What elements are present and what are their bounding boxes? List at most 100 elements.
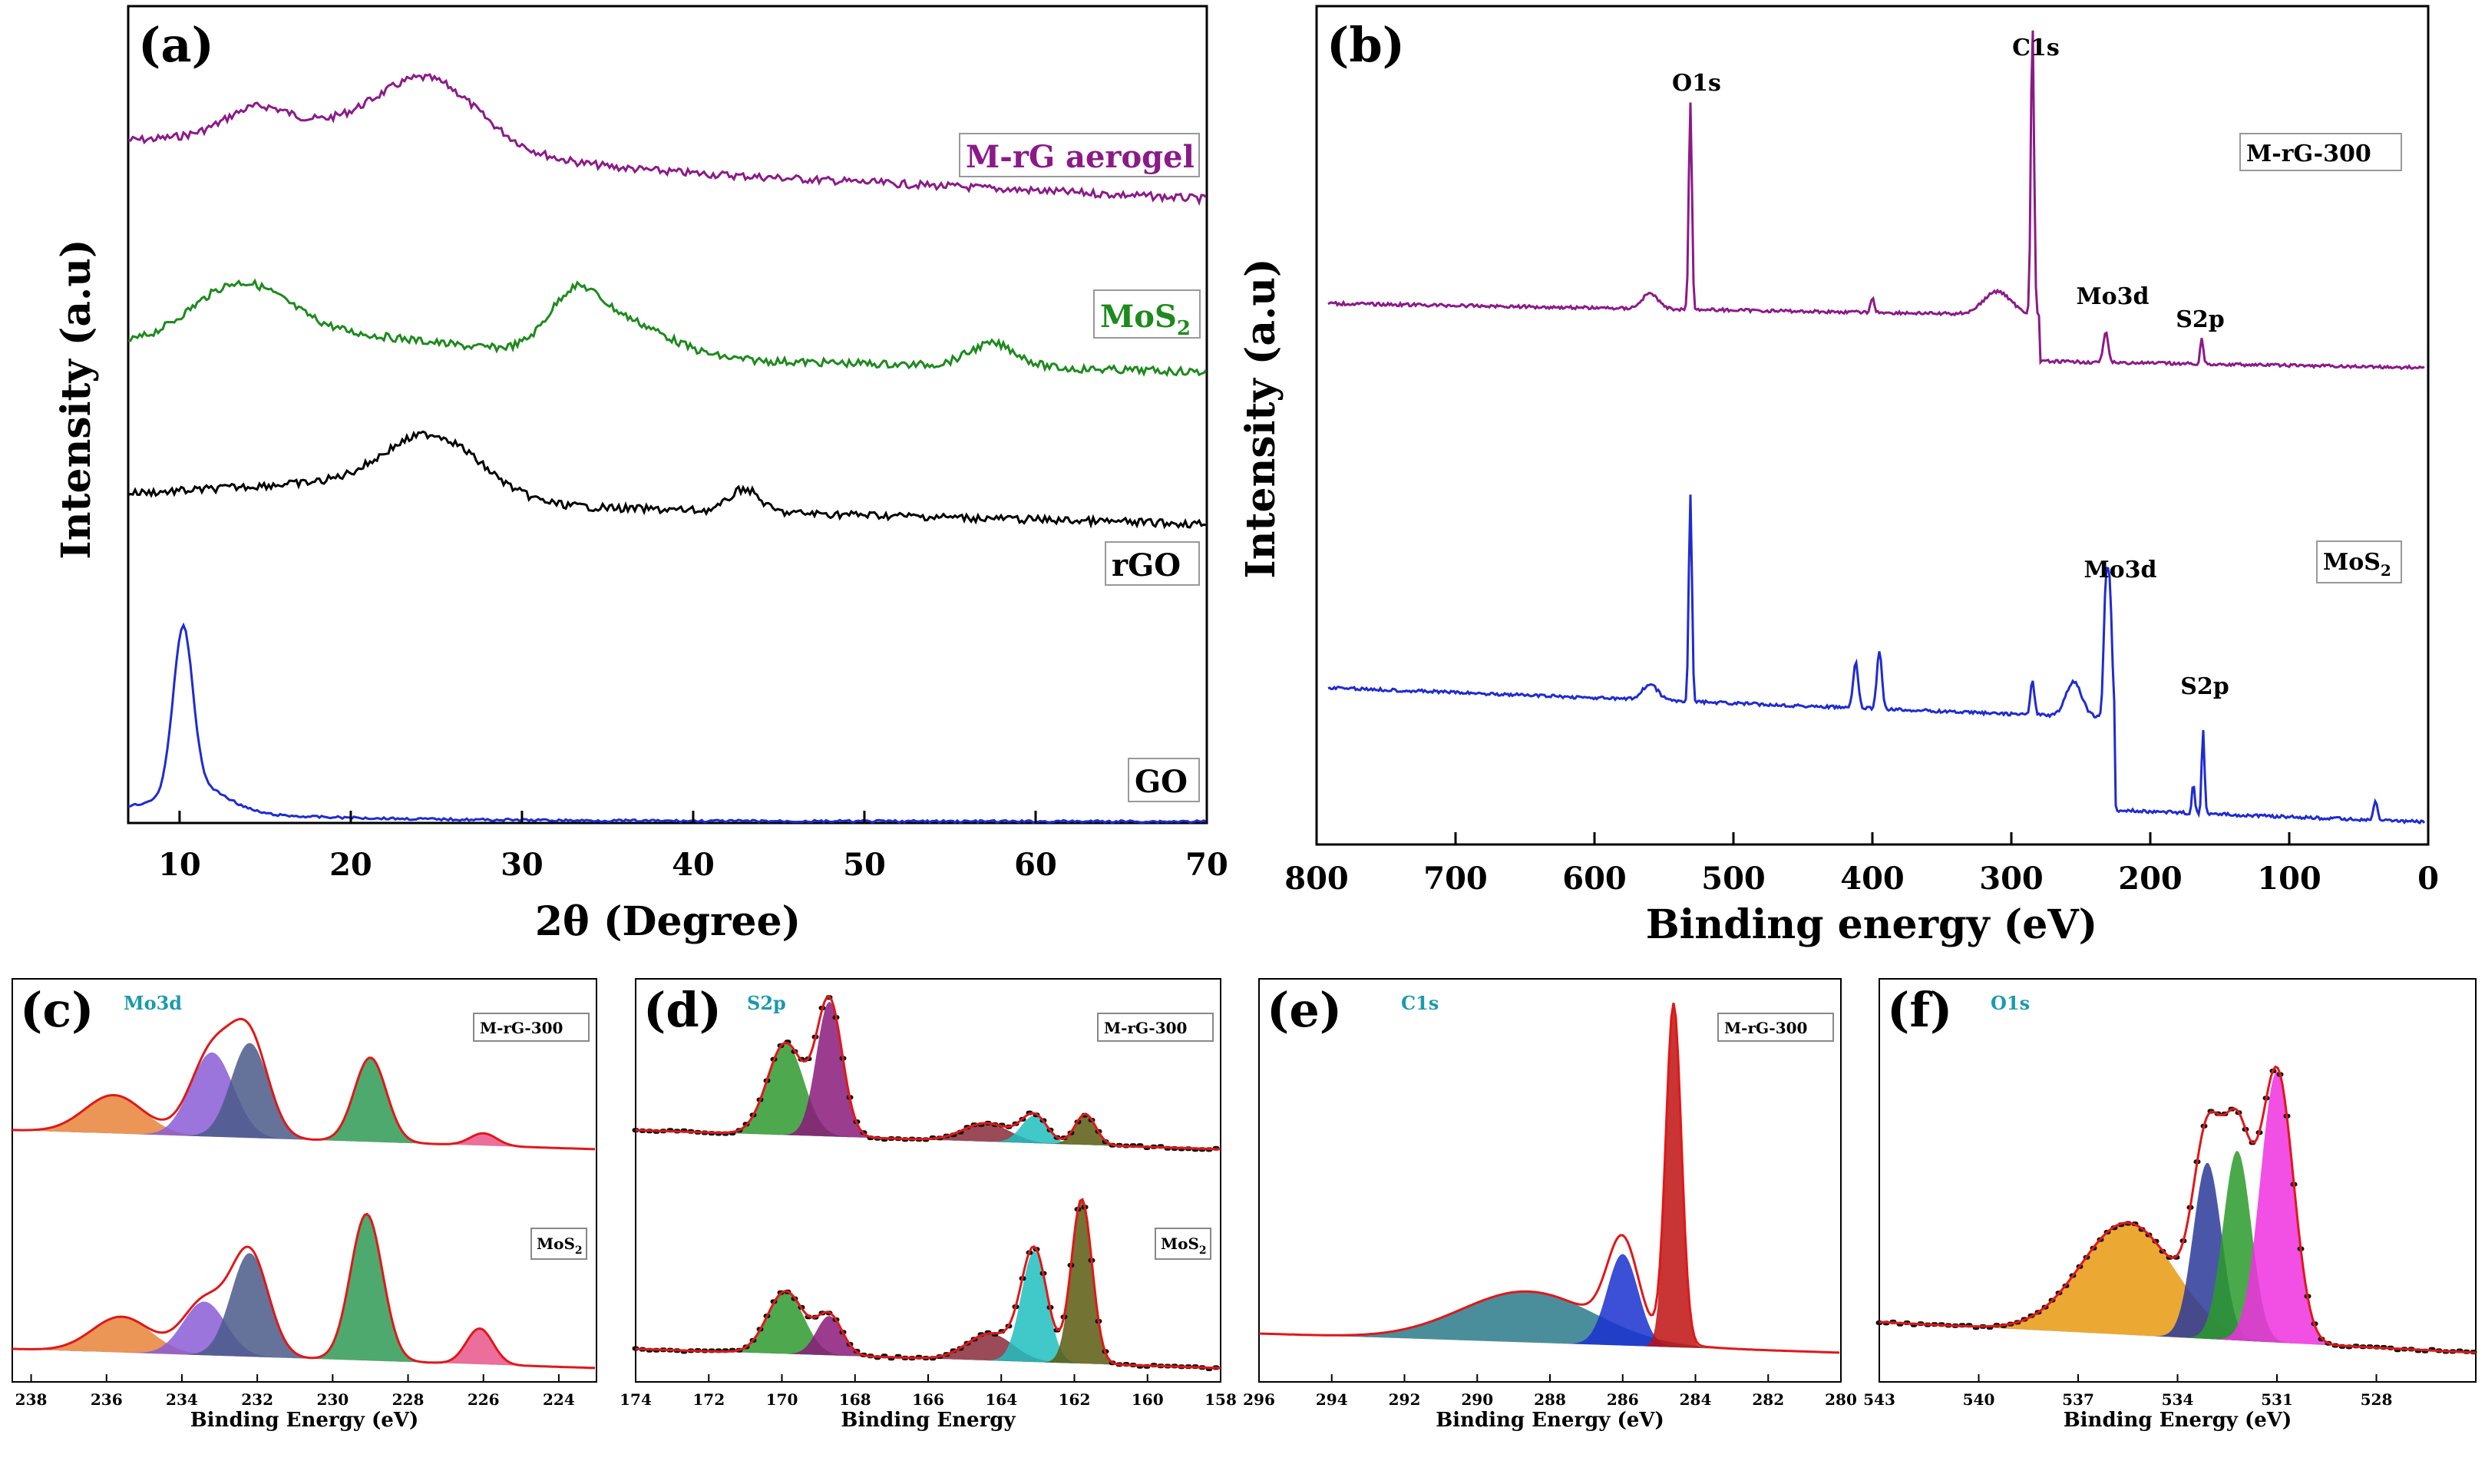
legend-box-go	[1128, 758, 1200, 802]
tick-label-a-40: 40	[672, 847, 715, 883]
tick-label-f-537: 537	[2062, 1390, 2094, 1409]
envelope-c-0	[12, 1017, 596, 1151]
tick-label-d-158: 158	[1204, 1390, 1237, 1409]
panel-d: 174 172 170 168 166 164 162 160 158 (d) S2p Binding…	[620, 978, 1237, 1432]
panel-d-title: S2p	[747, 992, 786, 1014]
component-d-0-4	[636, 1114, 1221, 1149]
component-f-0-0	[1879, 1222, 2476, 1353]
legend-box-e-0	[1717, 1013, 1834, 1042]
component-d-1-1	[636, 1316, 1221, 1368]
envelope-e-0	[1258, 1003, 1840, 1354]
panel-b-curves	[1327, 30, 2426, 825]
tick-label-d-166: 166	[912, 1390, 944, 1409]
tick-label-e-294: 294	[1316, 1390, 1348, 1409]
tick-label-a-10: 10	[158, 847, 201, 883]
tick-label-d-162: 162	[1059, 1390, 1091, 1409]
panel-c-label: (c)	[20, 982, 94, 1038]
xrd-curve-3	[127, 622, 1207, 825]
legend-c-mrg300: M-rG-300	[480, 1019, 563, 1037]
panel-f-xlabel: Binding Energy (eV)	[2064, 1409, 2292, 1432]
tick-label-b-0: 0	[2417, 861, 2439, 897]
peak-label-s2p-top: S2p	[2176, 306, 2225, 333]
legend-box-rgo	[1105, 541, 1200, 586]
tick-label-f-528: 528	[2361, 1390, 2393, 1409]
panel-b-xlabel: Binding energy (eV)	[1646, 901, 2098, 948]
panel-a-ticks: 10 20 30 40 50 60 70	[158, 811, 1228, 883]
panel-b-frame	[1315, 5, 2430, 846]
panel-c: 238 236 234 232 230 228 226 224 (c) Mo3d Binding E…	[12, 978, 597, 1432]
legend-d-mos2: MoS2	[1161, 1234, 1207, 1257]
legend-box-d-0	[1097, 1013, 1214, 1042]
peak-label-mo3d-top: Mo3d	[2076, 283, 2149, 310]
tick-label-a-50: 50	[843, 847, 886, 883]
panel-c-xlabel: Binding Energy (eV)	[190, 1409, 419, 1432]
panel-a-frame	[127, 5, 1208, 825]
tick-label-d-170: 170	[766, 1390, 798, 1409]
peak-label-c1s: C1s	[2012, 35, 2060, 61]
panel-b-ticks: 800 700 600 500 400 300 200 100 0	[1284, 832, 2439, 897]
peak-label-o1s: O1s	[1672, 70, 1721, 97]
tick-label-e-296: 296	[1243, 1390, 1275, 1409]
legend-box-c-0	[473, 1013, 590, 1042]
legend-box-d-1	[1155, 1228, 1211, 1260]
tick-label-c-238: 238	[15, 1390, 48, 1409]
panel-e: 296 294 292 290 288 286 284 282 280 (e) C1s Binding…	[1243, 978, 1857, 1432]
tick-label-a-30: 30	[501, 847, 544, 883]
legend-box-mrg300-b	[2239, 133, 2402, 171]
legend-mrg-aerogel: M-rG aerogel	[966, 139, 1195, 175]
panel-b-ylabel: Intensity (a.u)	[1238, 258, 1284, 578]
peak-label-mo3d-bottom: Mo3d	[2084, 557, 2156, 583]
tick-label-c-230: 230	[316, 1390, 349, 1409]
tick-label-a-70: 70	[1185, 847, 1228, 883]
tick-label-f-540: 540	[1963, 1390, 1995, 1409]
panel-a-ylabel: Intensity (a.u)	[53, 239, 100, 559]
legend-box-c-1	[530, 1228, 587, 1260]
panel-e-title: C1s	[1401, 992, 1439, 1014]
raw-data-d-1	[632, 1205, 1220, 1371]
peak-label-s2p-bottom: S2p	[2180, 673, 2229, 700]
tick-label-b-800: 800	[1284, 861, 1349, 897]
legend-rgo: rGO	[1112, 547, 1181, 583]
component-c-1-4	[12, 1328, 596, 1368]
tick-label-d-160: 160	[1132, 1390, 1164, 1409]
tick-label-c-226: 226	[468, 1390, 500, 1409]
tick-label-e-288: 288	[1534, 1390, 1566, 1409]
tick-label-e-290: 290	[1461, 1390, 1493, 1409]
xrd-curve-1	[127, 278, 1208, 378]
legend-c-mos2: MoS2	[537, 1234, 583, 1257]
component-d-1-0	[636, 1291, 1221, 1368]
tick-label-e-280: 280	[1825, 1390, 1857, 1409]
panel-a-xlabel: 2θ (Degree)	[535, 898, 801, 945]
tick-label-b-300: 300	[1979, 861, 2044, 897]
tick-label-e-292: 292	[1389, 1390, 1421, 1409]
panel-f-title: O1s	[1991, 992, 2030, 1014]
tick-label-a-20: 20	[329, 847, 372, 883]
envelope-f-0	[1879, 1065, 2477, 1354]
tick-label-d-168: 168	[839, 1390, 871, 1409]
xps-detail-panels: 238 236 234 232 230 228 226 224 (c) Mo3d Binding E…	[12, 978, 2477, 1432]
component-d-0-0	[636, 1043, 1221, 1149]
component-d-1-4	[636, 1199, 1221, 1368]
component-c-1-0	[12, 1317, 596, 1368]
tick-label-b-200: 200	[2118, 861, 2183, 897]
panel-e-label: (e)	[1267, 982, 1342, 1038]
tick-label-c-228: 228	[392, 1390, 425, 1409]
tick-label-c-236: 236	[91, 1390, 123, 1409]
tick-label-e-282: 282	[1752, 1390, 1784, 1409]
panel-e-xlabel: Binding Energy (eV)	[1436, 1409, 1664, 1432]
legend-e-mrg300: M-rG-300	[1724, 1019, 1807, 1037]
tick-label-d-164: 164	[985, 1390, 1017, 1409]
panel-f-label: (f)	[1887, 982, 1952, 1038]
panel-c-frame	[12, 978, 597, 1383]
tick-label-f-543: 543	[1863, 1390, 1895, 1409]
tick-label-f-534: 534	[2162, 1390, 2194, 1409]
panel-d-label: (d)	[643, 982, 722, 1038]
legend-mos2-b: MoS2	[2323, 549, 2391, 580]
tick-label-b-500: 500	[1701, 861, 1766, 897]
tick-label-c-232: 232	[241, 1390, 273, 1409]
xps-survey-0	[1327, 30, 2425, 371]
envelope-d-1	[635, 1198, 1221, 1370]
component-c-1-1	[12, 1301, 596, 1368]
tick-label-e-284: 284	[1680, 1390, 1712, 1409]
